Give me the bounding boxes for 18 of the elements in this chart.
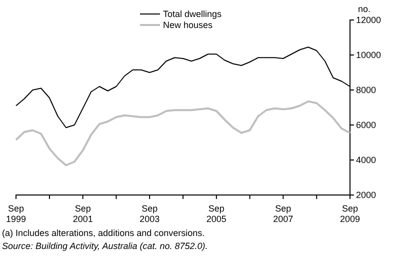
x-tick-label: Sep 1999 bbox=[6, 203, 26, 224]
y-axis-title: no. bbox=[358, 4, 371, 14]
y-tick-label: 2000 bbox=[356, 190, 376, 200]
line-series bbox=[15, 100, 351, 166]
y-tick-label: 4000 bbox=[356, 154, 376, 165]
legend-label: New houses bbox=[163, 20, 214, 30]
y-tick-label: 10000 bbox=[356, 50, 382, 60]
legend-label: Total dwellings bbox=[163, 9, 222, 19]
text: (a) Includes alterations, additions and conversions. bbox=[2, 228, 205, 238]
y-tick-label: 6000 bbox=[356, 120, 376, 130]
x-tick-label: Sep 2007 bbox=[273, 203, 294, 224]
x-tick-label: Sep 2005 bbox=[206, 203, 226, 224]
x-tick-label: Sep 2009 bbox=[340, 203, 360, 224]
x-tick-label: Sep 2003 bbox=[140, 203, 160, 224]
y-tick-label: 8000 bbox=[356, 84, 376, 95]
source-note: Source: Building Activity, Australia (cat. no. 8752.0). bbox=[2, 241, 208, 251]
y-tick-label: 12000 bbox=[356, 14, 382, 25]
x-tick-label: Sep 2001 bbox=[72, 203, 93, 224]
